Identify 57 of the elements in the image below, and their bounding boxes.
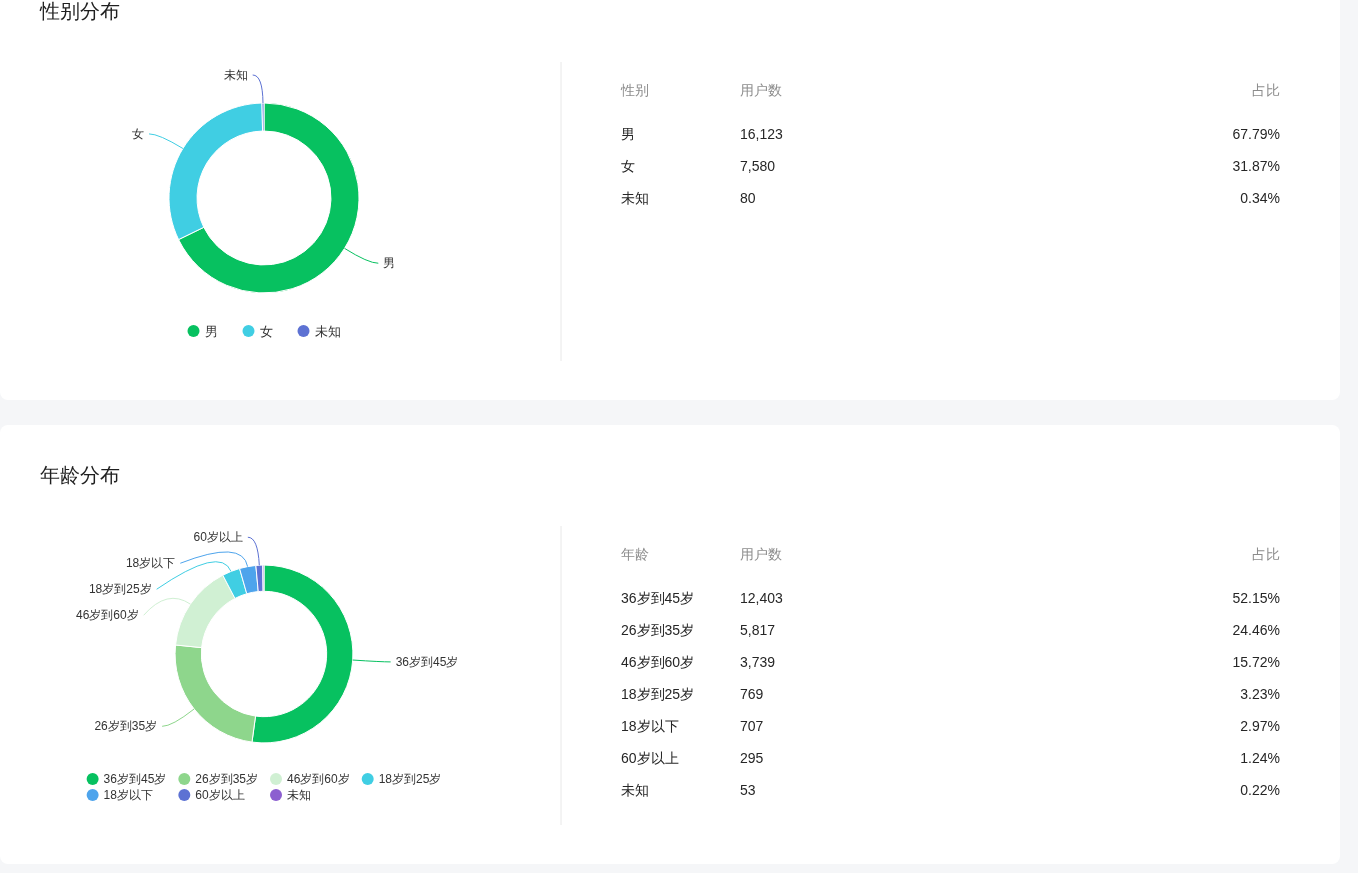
table-cell: 2.97%	[1240, 718, 1280, 734]
table-header: 用户数	[740, 82, 782, 98]
table-header: 占比	[1252, 546, 1280, 562]
legend-label: 18岁到25岁	[378, 772, 442, 786]
table-category: 18岁以下	[621, 718, 679, 734]
table-cell: 31.87%	[1232, 158, 1280, 174]
table-cell: 769	[740, 686, 764, 702]
legend-label: 未知	[314, 323, 341, 339]
legend-label: 46岁到60岁	[287, 772, 350, 786]
table-cell: 3.23%	[1240, 686, 1280, 702]
table-cell: 24.46%	[1232, 622, 1280, 638]
slice-label: 男	[383, 256, 396, 271]
slice-label: 18岁以下	[125, 556, 176, 571]
table-header: 性别	[621, 82, 649, 98]
table-cell: 5,817	[740, 622, 776, 638]
table-cell: 0.22%	[1240, 782, 1280, 798]
title: 年龄分布	[40, 464, 120, 486]
table-cell: 295	[740, 750, 764, 766]
table-header: 用户数	[740, 546, 782, 562]
table-cell: 52.15%	[1232, 590, 1280, 606]
table-cell: 12,403	[740, 590, 783, 606]
table-category: 女	[621, 158, 635, 174]
table-cell: 53	[740, 782, 756, 798]
legend-label: 18岁以下	[103, 788, 153, 802]
table-category: 46岁到60岁	[621, 654, 695, 670]
table-category: 26岁到35岁	[621, 622, 695, 638]
table-cell: 16,123	[740, 126, 783, 142]
legend-label: 36岁到45岁	[103, 772, 167, 786]
table-category: 未知	[621, 782, 649, 798]
slice-label: 46岁到60岁	[76, 608, 139, 623]
legend-label: 60岁以上	[195, 788, 245, 802]
legend-label: 未知	[287, 788, 311, 802]
table-cell: 3,739	[740, 654, 776, 670]
table-cell: 67.79%	[1232, 126, 1280, 142]
table-category: 男	[621, 126, 635, 142]
slice-label: 36岁到45岁	[395, 654, 459, 669]
legend-label: 女	[259, 323, 273, 339]
table-category: 18岁到25岁	[621, 686, 695, 702]
table-cell: 80	[740, 190, 756, 206]
slice-label: 18岁到25岁	[88, 582, 152, 597]
slice-label: 26岁到35岁	[94, 719, 158, 734]
table-header: 占比	[1252, 82, 1280, 98]
table-cell: 707	[740, 718, 764, 734]
table-cell: 0.34%	[1240, 190, 1280, 206]
table-cell: 7,580	[740, 158, 776, 174]
slice-label: 女	[132, 126, 144, 141]
slice-label: 未知	[223, 68, 248, 82]
title: 性别分布	[40, 0, 120, 22]
table-category: 未知	[621, 190, 649, 206]
table-category: 36岁到45岁	[621, 590, 695, 606]
table-header: 年龄	[621, 546, 649, 562]
legend-label: 男	[204, 323, 218, 339]
slice-label: 60岁以上	[193, 530, 243, 545]
table-cell: 15.72%	[1232, 654, 1280, 670]
table-category: 60岁以上	[621, 750, 679, 766]
table-cell: 1.24%	[1240, 750, 1280, 766]
legend-label: 26岁到35岁	[195, 772, 258, 786]
